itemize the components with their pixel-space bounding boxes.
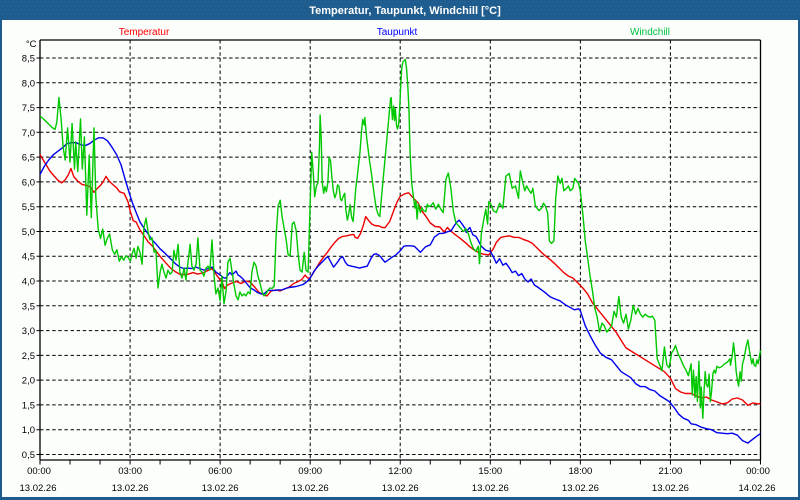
- svg-text:13.02.26: 13.02.26: [472, 483, 509, 494]
- svg-text:13.02.26: 13.02.26: [202, 483, 239, 494]
- svg-text:18:00: 18:00: [569, 466, 593, 477]
- svg-text:13.02.26: 13.02.26: [20, 483, 57, 494]
- svg-text:13.02.26: 13.02.26: [562, 483, 599, 494]
- svg-text:Temperatur, Taupunkt, Windchil: Temperatur, Taupunkt, Windchill [°C]: [309, 5, 501, 17]
- svg-text:°C: °C: [26, 39, 37, 50]
- svg-text:1,5: 1,5: [22, 400, 35, 411]
- svg-text:Windchill: Windchill: [630, 27, 670, 38]
- svg-text:12:00: 12:00: [388, 466, 412, 477]
- svg-text:13.02.26: 13.02.26: [382, 483, 419, 494]
- svg-text:00:00: 00:00: [27, 466, 51, 477]
- svg-text:03:00: 03:00: [118, 466, 142, 477]
- svg-text:5,0: 5,0: [22, 227, 35, 238]
- svg-text:13.02.26: 13.02.26: [652, 483, 689, 494]
- svg-text:13.02.26: 13.02.26: [112, 483, 149, 494]
- svg-text:1,0: 1,0: [22, 425, 35, 436]
- svg-text:7,0: 7,0: [22, 128, 35, 139]
- svg-text:21:00: 21:00: [659, 466, 683, 477]
- svg-text:Taupunkt: Taupunkt: [377, 27, 418, 38]
- svg-text:2,5: 2,5: [22, 351, 35, 362]
- svg-text:Temperatur: Temperatur: [119, 27, 170, 38]
- svg-text:0,5: 0,5: [22, 450, 35, 461]
- svg-text:00:00: 00:00: [746, 466, 770, 477]
- svg-text:4,5: 4,5: [22, 252, 35, 263]
- svg-text:4,0: 4,0: [22, 277, 35, 288]
- svg-text:3,0: 3,0: [22, 326, 35, 337]
- svg-text:09:00: 09:00: [298, 466, 322, 477]
- svg-text:3,5: 3,5: [22, 301, 35, 312]
- svg-text:2,0: 2,0: [22, 376, 35, 387]
- svg-text:14.02.26: 14.02.26: [739, 483, 776, 494]
- svg-text:6,0: 6,0: [22, 177, 35, 188]
- svg-text:5,5: 5,5: [22, 202, 35, 213]
- svg-text:15:00: 15:00: [478, 466, 502, 477]
- svg-text:6,5: 6,5: [22, 153, 35, 164]
- svg-text:06:00: 06:00: [208, 466, 232, 477]
- svg-text:7,5: 7,5: [22, 103, 35, 114]
- svg-text:8,0: 8,0: [22, 78, 35, 89]
- svg-text:8,5: 8,5: [22, 54, 35, 65]
- svg-text:13.02.26: 13.02.26: [292, 483, 329, 494]
